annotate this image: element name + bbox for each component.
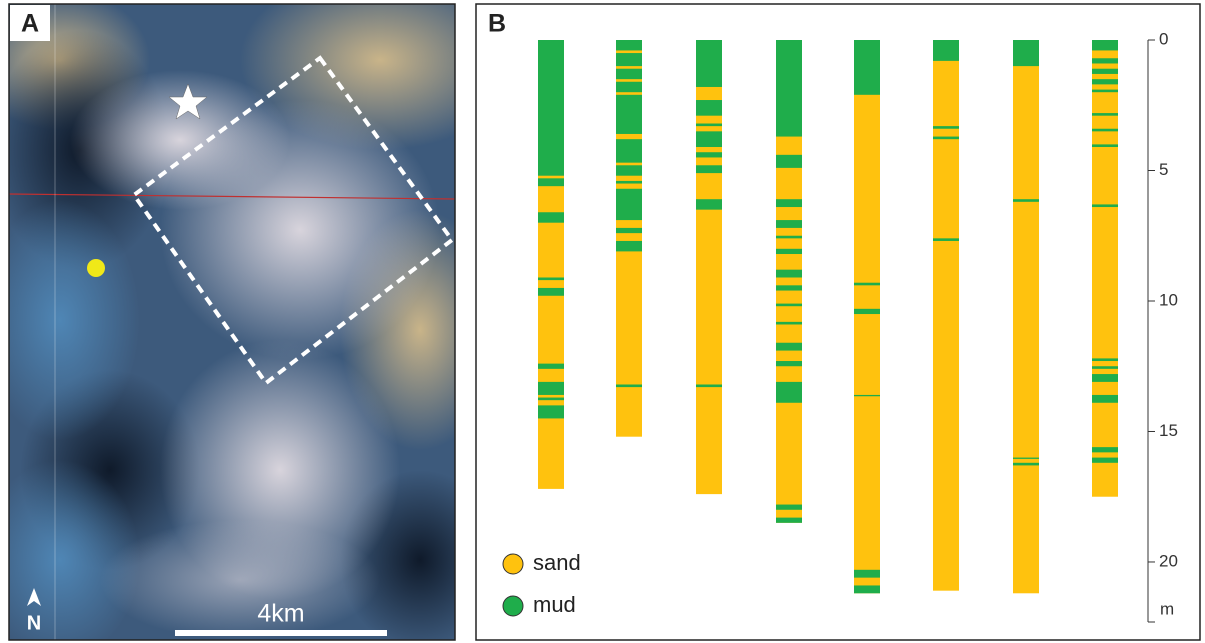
mud-layer: [696, 199, 722, 209]
legend-label: sand: [533, 550, 581, 575]
mud-layer: [616, 181, 642, 184]
mud-layer: [854, 309, 880, 314]
mud-layer: [854, 40, 880, 95]
mud-layer: [696, 152, 722, 157]
mud-layer: [776, 382, 802, 403]
mud-layer: [1092, 458, 1118, 463]
mud-layer: [696, 131, 722, 147]
mud-layer: [538, 364, 564, 369]
mud-layer: [1092, 144, 1118, 147]
mud-layer: [616, 69, 642, 79]
mud-layer: [776, 518, 802, 523]
mud-layer: [776, 270, 802, 278]
legend-label: mud: [533, 592, 576, 617]
scale-label: 4km: [257, 600, 304, 628]
y-tick-label: 10: [1159, 290, 1178, 309]
mud-layer: [776, 199, 802, 207]
mud-layer: [1092, 90, 1118, 93]
mud-layer: [616, 40, 642, 50]
axis-unit: m: [1160, 599, 1174, 618]
mud-layer: [1092, 113, 1118, 116]
mud-layer: [1092, 366, 1118, 369]
mud-layer: [616, 95, 642, 134]
mud-layer: [1092, 358, 1118, 361]
mud-layer: [538, 398, 564, 401]
mud-layer: [696, 40, 722, 87]
mud-layer: [776, 505, 802, 510]
mud-layer: [616, 241, 642, 251]
mud-layer: [854, 283, 880, 286]
mud-layer: [616, 82, 642, 92]
mud-layer: [616, 139, 642, 162]
mud-layer: [538, 277, 564, 280]
mud-layer: [538, 178, 564, 186]
mud-layer: [776, 285, 802, 290]
mud-layer: [776, 220, 802, 228]
mud-layer: [696, 124, 722, 127]
mud-layer: [854, 570, 880, 578]
figure: A 4km N B 0 5 10 15 20 m sand mud: [0, 0, 1205, 643]
sand-column: [933, 40, 959, 591]
mud-layer: [1013, 463, 1039, 466]
mud-layer: [696, 165, 722, 173]
legend-swatch: [503, 554, 523, 574]
mud-layer: [776, 322, 802, 325]
figure-svg: A 4km N B 0 5 10 15 20 m sand mud: [0, 0, 1205, 643]
y-tick-label: 0: [1159, 29, 1168, 48]
y-tick-label: 5: [1159, 160, 1168, 179]
y-tick-label: 20: [1159, 551, 1178, 570]
mud-layer: [933, 40, 959, 61]
panel-label: A: [21, 10, 39, 38]
mud-layer: [538, 405, 564, 418]
mud-layer: [1092, 40, 1118, 50]
mud-layer: [616, 385, 642, 388]
mud-layer: [933, 238, 959, 241]
mud-layer: [776, 361, 802, 366]
satellite-image: [0, 0, 520, 643]
mud-layer: [776, 249, 802, 254]
mud-layer: [616, 228, 642, 233]
mud-layer: [1092, 58, 1118, 63]
mud-layer: [538, 212, 564, 222]
mud-layer: [854, 395, 880, 396]
mud-layer: [776, 40, 802, 137]
mud-layer: [616, 53, 642, 66]
mud-layer: [933, 137, 959, 140]
mud-layer: [1092, 395, 1118, 403]
sand-column: [1013, 40, 1039, 593]
mud-layer: [696, 385, 722, 388]
mud-layer: [776, 236, 802, 239]
sand-column: [1092, 40, 1118, 497]
mud-layer: [1092, 69, 1118, 74]
mud-layer: [1092, 129, 1118, 132]
legend-swatch: [503, 596, 523, 616]
panel-label: B: [488, 10, 506, 38]
north-label: N: [27, 612, 41, 634]
mud-layer: [538, 288, 564, 296]
mud-layer: [1013, 199, 1039, 202]
mud-layer: [1013, 458, 1039, 459]
mud-layer: [854, 585, 880, 593]
mud-layer: [1092, 79, 1118, 84]
mud-layer: [538, 40, 564, 176]
mud-layer: [1013, 40, 1039, 66]
mud-layer: [933, 126, 959, 129]
sand-column: [854, 40, 880, 593]
mud-layer: [616, 165, 642, 175]
mud-layer: [696, 100, 722, 116]
mud-layer: [776, 155, 802, 168]
mud-layer: [1092, 447, 1118, 452]
mud-layer: [776, 343, 802, 351]
mud-layer: [1092, 374, 1118, 382]
mud-layer: [776, 304, 802, 307]
mud-layer: [1092, 204, 1118, 207]
mud-layer: [538, 382, 564, 395]
y-tick-label: 15: [1159, 421, 1178, 440]
mud-layer: [616, 189, 642, 220]
